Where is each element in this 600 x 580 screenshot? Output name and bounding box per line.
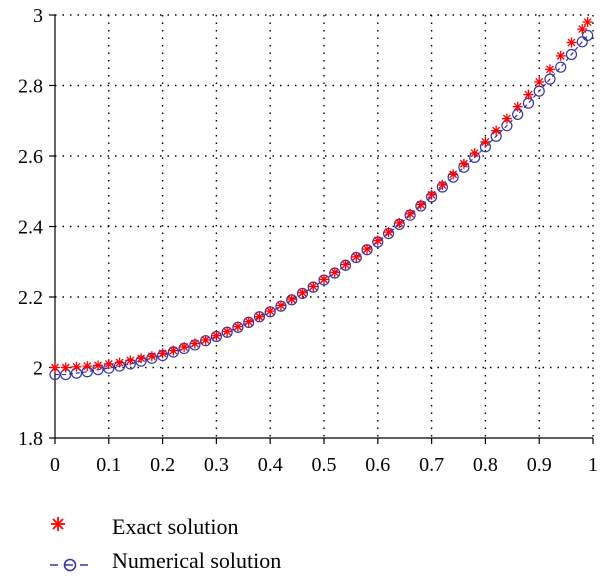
- exact-point: [136, 353, 147, 364]
- chart-canvas: 0 0.1 0.2 0.3 0.4 0.5 0.6 0.7 0.8 0.9 1 1.8 2 2.2 2.4…: [18, 5, 598, 476]
- asterisk-marker-icon: [51, 517, 65, 531]
- numerical-point: [555, 61, 567, 73]
- y-tick-labels: 1.8 2 2.2 2.4 2.6 2.8 3: [18, 5, 43, 450]
- x-tick-label: 0.1: [96, 454, 121, 476]
- exact-point: [157, 348, 168, 359]
- exact-point: [577, 24, 588, 35]
- plot-area: [49, 17, 594, 381]
- exact-point: [469, 148, 480, 159]
- exact-point: [512, 101, 523, 112]
- y-tick-label: 2.6: [18, 146, 43, 168]
- exact-point: [372, 235, 383, 246]
- exact-point: [534, 76, 545, 87]
- x-tick-label: 0: [50, 454, 60, 476]
- exact-point: [501, 113, 512, 124]
- grid-lines: [55, 14, 594, 438]
- exact-point: [222, 326, 233, 337]
- exact-point: [308, 281, 319, 292]
- exact-point: [415, 199, 426, 210]
- exact-point: [394, 217, 405, 228]
- x-tick-label: 0.7: [419, 454, 444, 476]
- exact-point: [448, 169, 459, 180]
- exact-point: [480, 136, 491, 147]
- exact-point: [179, 342, 190, 353]
- exact-point: [351, 251, 362, 262]
- exact-point: [71, 361, 82, 372]
- exact-point: [329, 267, 340, 278]
- exact-point: [340, 259, 351, 270]
- exact-point: [50, 362, 60, 373]
- x-tick-label: 0.3: [204, 454, 229, 476]
- exact-point: [458, 158, 469, 169]
- exact-point: [265, 306, 276, 317]
- x-tick-label: 0.5: [312, 454, 337, 476]
- exact-point: [491, 125, 502, 136]
- exact-point: [275, 300, 286, 311]
- numerical-point: [582, 29, 594, 42]
- exact-point: [103, 358, 114, 369]
- x-tick-label: 0.8: [473, 454, 498, 476]
- exact-point: [566, 37, 577, 48]
- exact-point: [582, 17, 593, 28]
- series-line-numerical: [55, 35, 589, 376]
- x-tick-label: 1: [588, 454, 598, 476]
- axes: [49, 14, 594, 444]
- exact-point: [405, 208, 416, 219]
- x-tick-label: 0.9: [527, 454, 552, 476]
- exact-point: [254, 311, 265, 322]
- x-tick-label: 0.2: [150, 454, 175, 476]
- x-tick-label: 0.4: [258, 454, 283, 476]
- exact-point: [200, 335, 211, 346]
- exact-point: [362, 244, 373, 255]
- legend-label-exact: Exact solution: [112, 514, 239, 539]
- y-tick-label: 2.4: [18, 217, 43, 239]
- exact-point: [146, 351, 157, 362]
- exact-point: [243, 316, 254, 327]
- exact-point: [125, 355, 136, 366]
- numerical-point: [565, 48, 578, 61]
- exact-point: [60, 362, 71, 373]
- exact-point: [286, 294, 297, 305]
- exact-point: [523, 89, 534, 100]
- exact-point: [211, 330, 222, 341]
- exact-point: [93, 360, 104, 371]
- legend-label-numerical: Numerical solution: [112, 548, 282, 573]
- exact-point: [555, 50, 566, 61]
- exact-point: [189, 338, 200, 349]
- exact-point: [297, 287, 308, 298]
- circle-dashed-marker-icon: [50, 558, 92, 572]
- exact-point: [437, 179, 448, 190]
- exact-point: [232, 321, 243, 332]
- exact-point: [319, 274, 329, 285]
- y-tick-label: 2.2: [18, 287, 43, 309]
- y-tick-label: 2.8: [18, 76, 43, 98]
- x-tick-labels: 0 0.1 0.2 0.3 0.4 0.5 0.6 0.7 0.8 0.9 1: [50, 454, 598, 476]
- exact-point: [168, 345, 179, 356]
- exact-point: [383, 227, 394, 238]
- x-tick-label: 0.6: [365, 454, 390, 476]
- exact-point: [544, 64, 555, 75]
- y-tick-label: 3: [33, 5, 43, 27]
- exact-point: [114, 357, 125, 368]
- y-tick-label: 2: [33, 358, 43, 380]
- y-tick-label: 1.8: [18, 428, 43, 450]
- exact-point: [82, 361, 93, 372]
- exact-point: [426, 189, 437, 200]
